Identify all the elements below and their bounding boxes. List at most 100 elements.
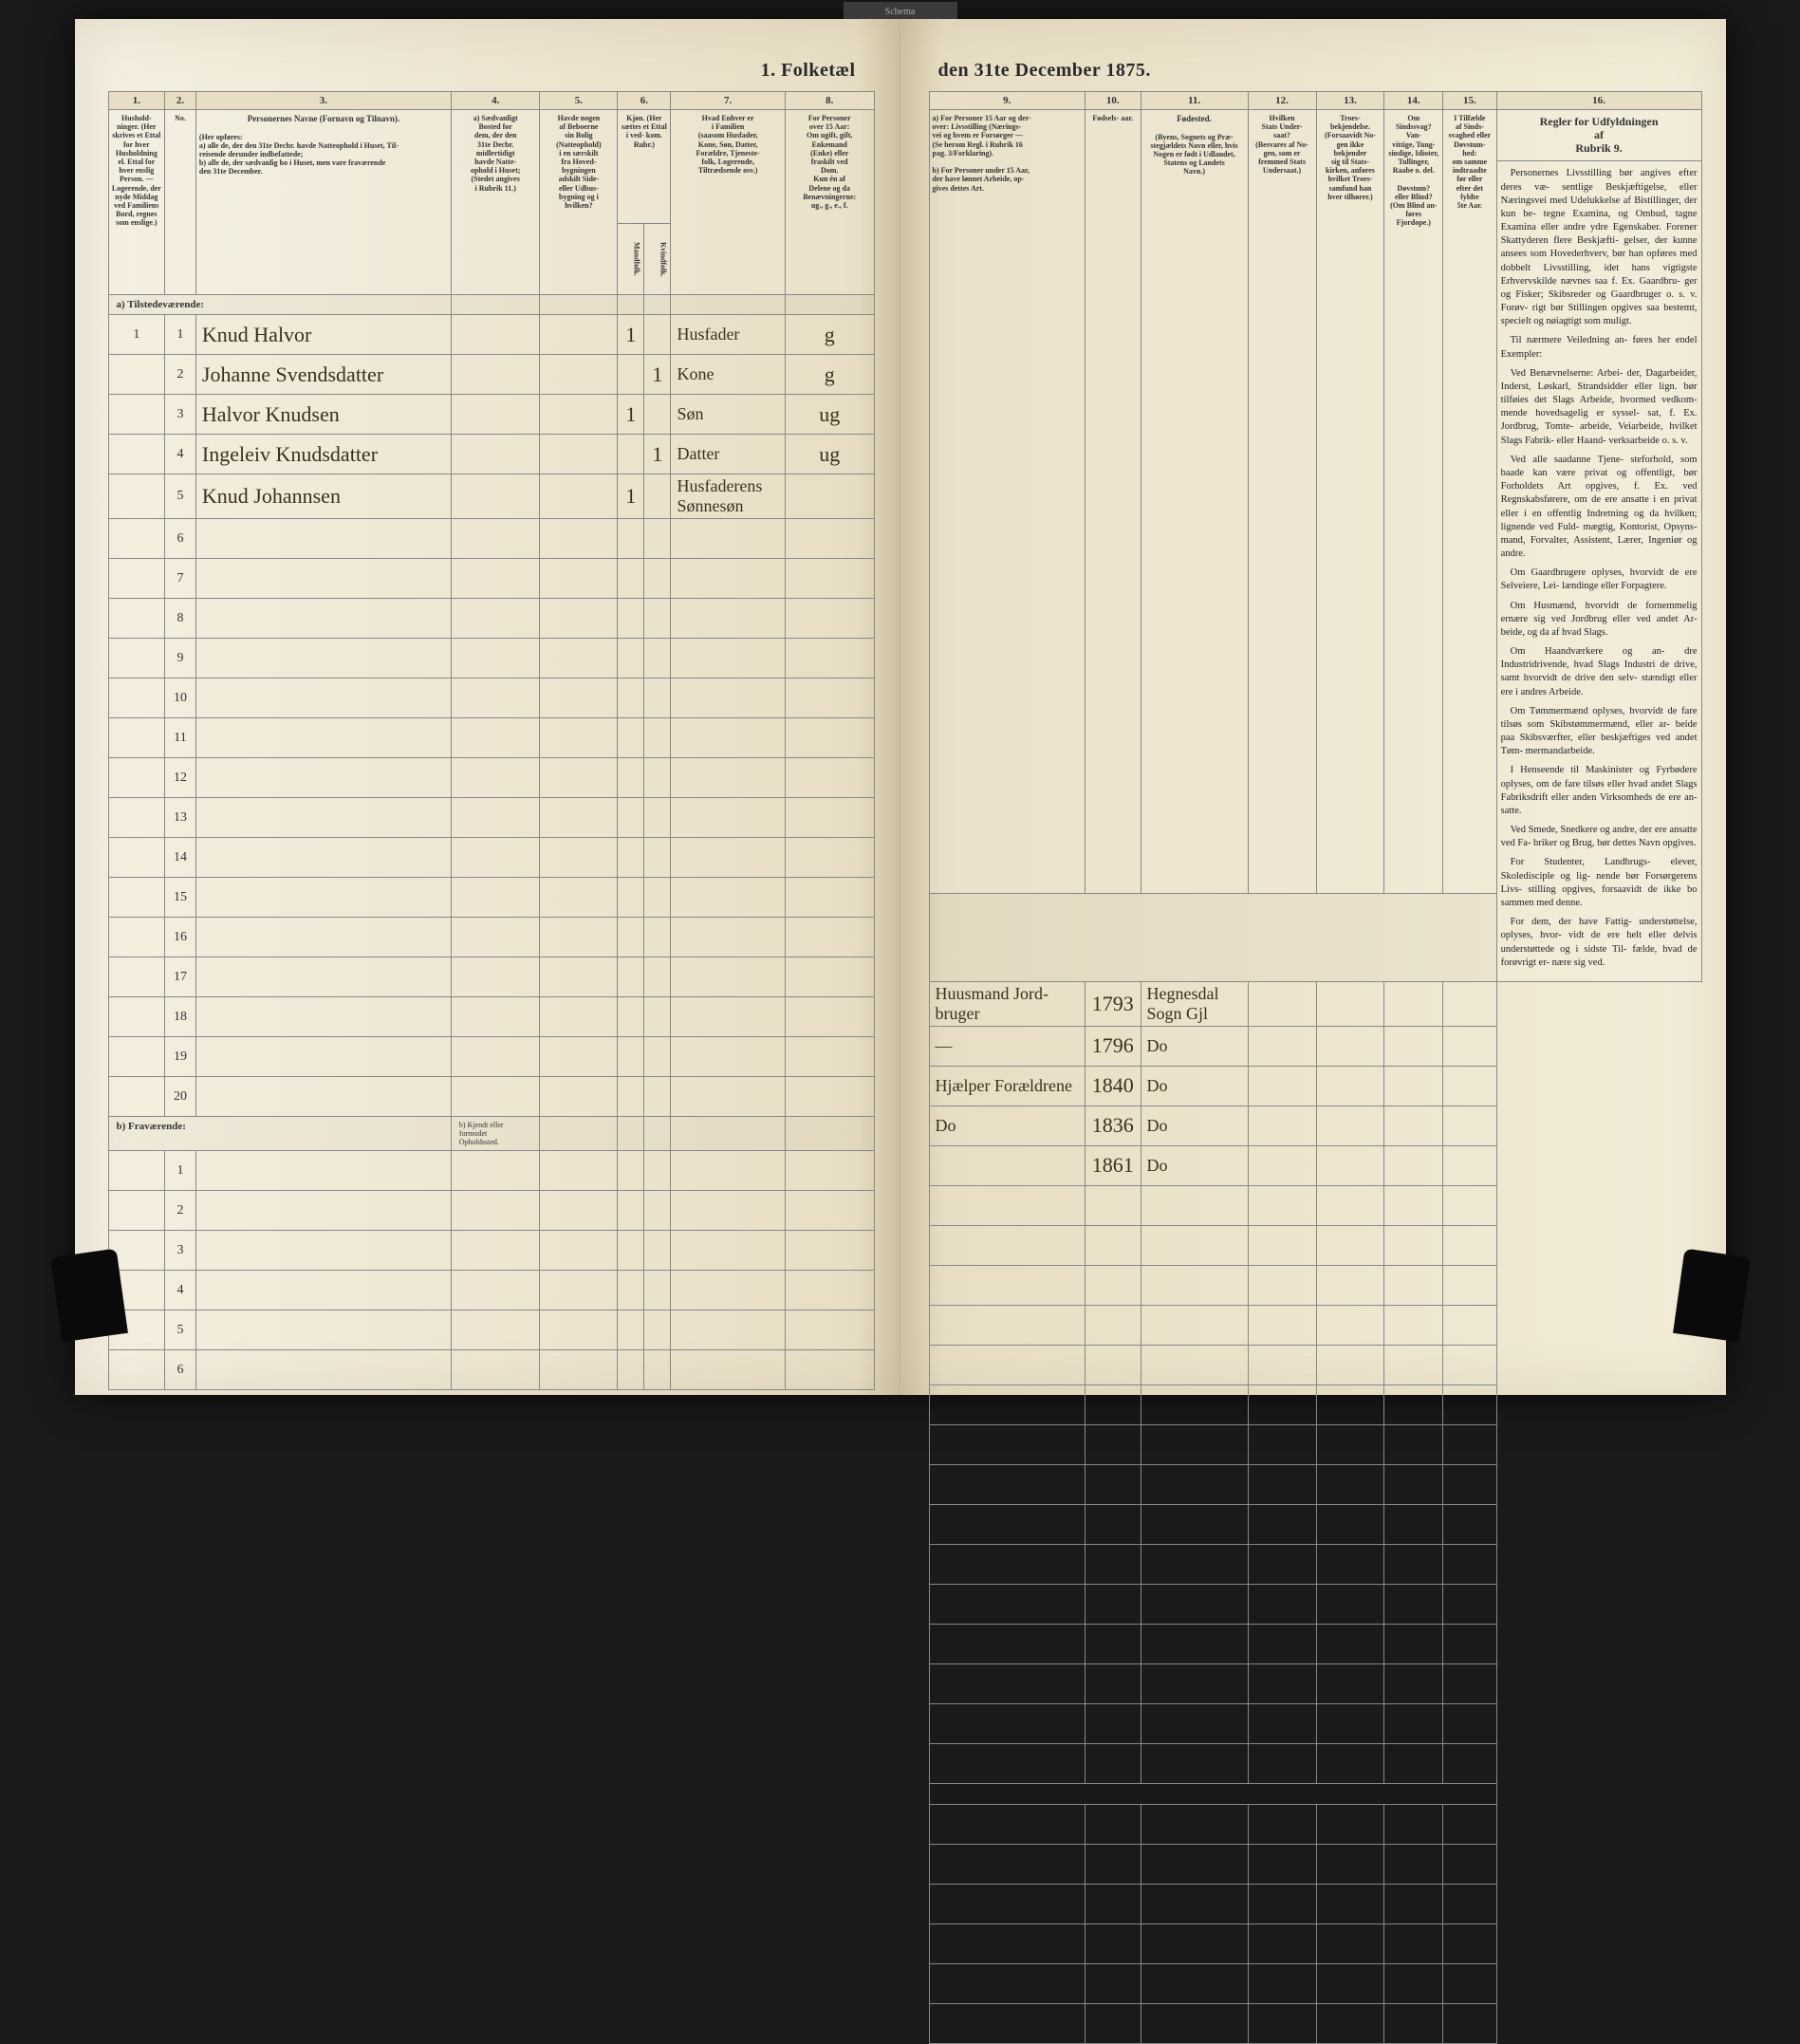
cell (1443, 1026, 1497, 1066)
col-num: 14. (1384, 92, 1443, 110)
table-row (929, 1265, 1701, 1305)
person-num: 3 (165, 395, 196, 435)
sex-female (644, 395, 671, 435)
instruction-para: Til nærmere Veiledning an- føres her end… (1501, 334, 1698, 361)
table-row: 10 (108, 678, 874, 718)
table-row (929, 1464, 1701, 1504)
header-names: Personernes Navne (Fornavn og Tilnavn). … (195, 110, 451, 295)
instruction-para: Ved Smede, Snedkere og andre, der ere an… (1501, 824, 1698, 850)
section-spacer (929, 1783, 1701, 1804)
person-num: 1 (165, 315, 196, 355)
birth-year: 1793 (1085, 981, 1141, 1026)
col-num: 16. (1496, 92, 1701, 110)
occupation: — (929, 1026, 1085, 1066)
instruction-para: For dem, der have Fattig- understøttelse… (1501, 916, 1698, 970)
table-row: 1861Do (929, 1145, 1701, 1185)
col-num: 3. (195, 92, 451, 110)
table-row (929, 1804, 1701, 1844)
header-outbuilding: Havde nogen af Beboerne sin Bolig (Natte… (540, 110, 618, 295)
person-num: 7 (165, 559, 196, 599)
header-marital: For Personer over 15 Aar: Om ugift, gift… (785, 110, 874, 295)
table-row (929, 1624, 1701, 1663)
cell (1248, 1026, 1316, 1066)
table-row: 7 (108, 559, 874, 599)
table-row (929, 1424, 1701, 1464)
household-num: 1 (108, 315, 165, 355)
cell (1443, 1066, 1497, 1106)
col-num: 2. (165, 92, 196, 110)
header-names-body: (Her opføres: a) alle de, der den 31te D… (199, 133, 448, 177)
col-num: 13. (1316, 92, 1384, 110)
household-num (108, 474, 165, 519)
person-num: 5 (165, 474, 196, 519)
table-row (929, 1584, 1701, 1624)
instructions-body: Personernes Livsstilling bør angives eft… (1497, 161, 1701, 980)
occupation: Hjælper Forældrene (929, 1066, 1085, 1106)
header-row: Hushold- ninger. (Her skrives et Ettal f… (108, 110, 874, 224)
col-num: 1. (108, 92, 165, 110)
instruction-para: For Studenter, Landbrugs- elever, Skoled… (1501, 856, 1698, 910)
marital-status: g (785, 315, 874, 355)
col-num: 12. (1248, 92, 1316, 110)
sex-male: 1 (618, 474, 644, 519)
section-present: a) Tilstedeværende: (108, 295, 874, 315)
table-row (929, 1185, 1701, 1225)
page-title-left: 1. Folketæl (108, 52, 875, 91)
col-num: 9. (929, 92, 1085, 110)
sex-female (644, 474, 671, 519)
person-num: 20 (165, 1077, 196, 1117)
table-row: 9 (108, 639, 874, 678)
table-row: 4Ingeleiv Knudsdatter1Datterug (108, 435, 874, 474)
table-row (929, 1963, 1701, 2003)
header-sex: Kjøn. (Her sættes et Ettal i ved- kom. R… (618, 110, 671, 224)
table-row: 4 (108, 1271, 874, 1310)
instruction-para: Ved Benævnelserne: Arbei- der, Dagarbeid… (1501, 367, 1698, 448)
table-row: 15 (108, 878, 874, 918)
cell (540, 474, 618, 519)
section-absent-note: b) Kjendt eller formodet Opholdssted. (451, 1117, 540, 1151)
header-relation: Hvad Enhver er i Familien (saasom Husfad… (671, 110, 785, 295)
cell (451, 315, 540, 355)
birth-place: Hegnesdal Sogn Gjl (1141, 981, 1248, 1026)
person-num: 6 (165, 1350, 196, 1390)
occupation: Huusmand Jord- bruger (929, 981, 1085, 1026)
col-num: 6. (618, 92, 671, 110)
table-row: 14 (108, 838, 874, 878)
cell (451, 355, 540, 395)
table-row: Hjælper Forældrene1840Do (929, 1066, 1701, 1106)
instruction-para: I Henseende til Maskinister og Fyrbødere… (1501, 764, 1698, 818)
table-row (929, 1345, 1701, 1384)
table-row: —1796Do (929, 1026, 1701, 1066)
household-num (108, 355, 165, 395)
col-num: 11. (1141, 92, 1248, 110)
page-title-right: den 31te December 1875. (929, 52, 1702, 91)
cell (1443, 1145, 1497, 1185)
table-row: 5 (108, 1310, 874, 1350)
table-row: 3 (108, 1231, 874, 1271)
instruction-para: Ved alle saadanne Tjene- steforhold, som… (1501, 454, 1698, 561)
header-nationality: Hvilken Stats Under- saat? (Besvares af … (1248, 110, 1316, 894)
table-row: 2 (108, 1191, 874, 1231)
relation: Datter (671, 435, 785, 474)
header-disability: Om Sindssvag? Van- vittige, Tung- sindig… (1384, 110, 1443, 894)
instruction-para: Om Tømmermænd oplyses, hvorvidt de fare … (1501, 705, 1698, 759)
right-page: den 31te December 1875. 9. 10. 11. 12. 1… (900, 19, 1726, 1395)
relation: Husfaderens Sønnesøn (671, 474, 785, 519)
table-row (929, 1544, 1701, 1584)
person-num: 13 (165, 798, 196, 838)
header-occupation: a) For Personer 15 Aar og der- over: Liv… (929, 110, 1085, 894)
occupation: Do (929, 1106, 1085, 1145)
person-name: Johanne Svendsdatter (195, 355, 451, 395)
header-row: a) For Personer 15 Aar og der- over: Liv… (929, 110, 1701, 894)
person-num: 5 (165, 1310, 196, 1350)
header-residence: a) Sædvanligt Bosted for dem, der den 31… (451, 110, 540, 295)
birth-place: Do (1141, 1106, 1248, 1145)
birth-place: Do (1141, 1145, 1248, 1185)
relation: Husfader (671, 315, 785, 355)
table-row: 5Knud Johannsen1Husfaderens Sønnesøn (108, 474, 874, 519)
birth-year: 1840 (1085, 1066, 1141, 1106)
table-row: 17 (108, 957, 874, 997)
cell (540, 315, 618, 355)
census-table-right: 9. 10. 11. 12. 13. 14. 15. 16. a) For Pe… (929, 91, 1702, 2044)
marital-status: g (785, 355, 874, 395)
